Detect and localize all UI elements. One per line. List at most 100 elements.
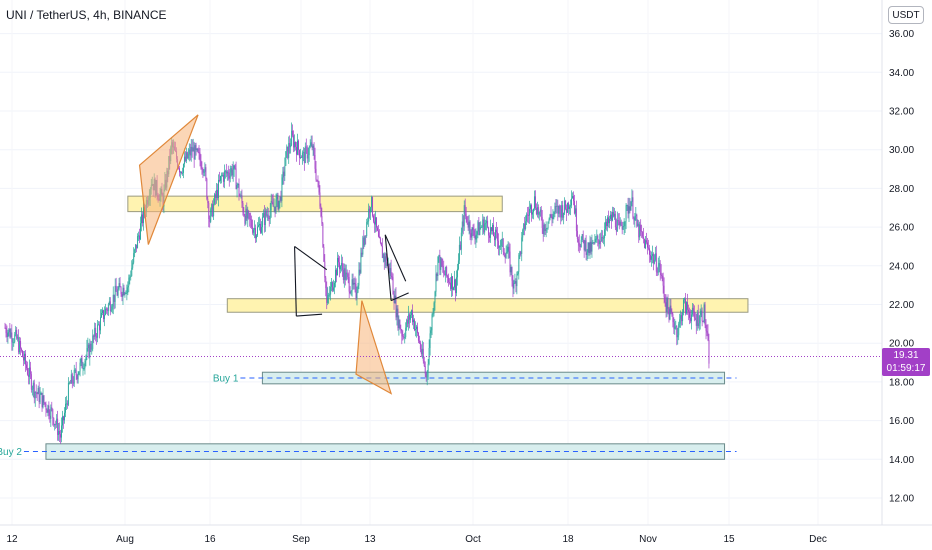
candle-body xyxy=(562,205,564,218)
candle-body xyxy=(366,222,368,237)
candle-body xyxy=(297,140,298,155)
candle-body xyxy=(123,287,125,295)
y-tick-label: 14.00 xyxy=(889,455,914,466)
candle-body xyxy=(335,269,336,283)
pattern-triangle xyxy=(355,300,393,395)
candle-body xyxy=(360,252,362,273)
candle-body xyxy=(497,240,499,248)
candle-body xyxy=(513,283,515,289)
candle-body xyxy=(43,395,45,403)
candle-body xyxy=(597,235,599,240)
candle-body xyxy=(124,293,126,295)
candle-body xyxy=(26,368,28,375)
candle-body xyxy=(468,221,470,228)
candle-body xyxy=(267,214,269,218)
candle-body xyxy=(52,409,54,418)
candle-body xyxy=(417,332,419,341)
candle-body xyxy=(303,152,305,164)
candle-body xyxy=(586,252,588,256)
candle-body xyxy=(291,130,293,146)
resistance-zone xyxy=(127,195,503,213)
y-tick-label: 12.00 xyxy=(889,494,914,505)
candle-body xyxy=(589,241,591,254)
candle-body xyxy=(391,275,393,278)
candle-body xyxy=(118,283,120,290)
candle-body xyxy=(240,195,242,197)
candle-body xyxy=(271,201,273,203)
candle-body xyxy=(280,196,282,201)
candle-body xyxy=(260,227,262,233)
candle-body xyxy=(688,309,689,312)
candle-body xyxy=(399,319,401,330)
candle-body xyxy=(76,375,78,380)
candle-body xyxy=(472,227,474,231)
candle-body xyxy=(611,212,613,221)
candle-body xyxy=(377,230,379,237)
candle-body xyxy=(595,238,597,240)
candle-body xyxy=(269,210,271,220)
candle-body xyxy=(705,324,707,331)
candle-body xyxy=(102,310,103,313)
candle-body xyxy=(323,246,325,262)
candle-body xyxy=(6,333,8,337)
candle-body xyxy=(687,302,688,310)
x-tick-label: 12 xyxy=(6,534,18,545)
pattern-triangle xyxy=(138,114,199,245)
candle-body xyxy=(689,311,690,318)
candle-body xyxy=(409,314,411,320)
candle-body xyxy=(460,232,462,250)
candle-body xyxy=(482,219,484,227)
candle-body xyxy=(4,327,6,329)
candle-body xyxy=(538,212,540,215)
candle-body xyxy=(122,287,124,297)
candle-body xyxy=(344,268,346,280)
candle-body xyxy=(263,213,265,225)
candle-body xyxy=(640,224,642,232)
candle-body xyxy=(573,201,575,214)
candle-body xyxy=(517,271,519,274)
candle-body xyxy=(610,214,611,219)
candle-body xyxy=(433,302,435,314)
candle-body xyxy=(422,348,424,362)
candle-body xyxy=(201,168,203,170)
candle-body xyxy=(229,172,231,179)
candle-body xyxy=(93,335,95,337)
candle-body xyxy=(71,374,73,383)
patterns xyxy=(138,114,409,395)
candle-body xyxy=(314,155,316,169)
candle-body xyxy=(96,336,98,338)
candle-body xyxy=(350,291,352,294)
candle-body xyxy=(213,203,215,217)
candle-body xyxy=(655,253,657,272)
candle-body xyxy=(103,310,104,320)
candle-body xyxy=(506,252,508,254)
candle-body xyxy=(564,200,566,213)
candle-body xyxy=(370,207,372,213)
candle-body xyxy=(554,206,556,213)
candle-body xyxy=(540,209,542,218)
candle-body xyxy=(411,310,413,315)
candle-body xyxy=(478,222,480,235)
candle-body xyxy=(584,240,586,251)
candle-body xyxy=(541,217,543,228)
candle-body xyxy=(266,214,268,216)
candle-body xyxy=(606,221,608,227)
candle-body xyxy=(264,210,266,225)
candle-body xyxy=(616,220,618,232)
candle-body xyxy=(236,185,238,190)
candle-body xyxy=(680,315,682,320)
candle-body xyxy=(627,205,629,214)
candle-body xyxy=(548,219,550,222)
y-axis: 12.00 14.00 16.00 18.00 20.00 22.00 24.00 26.00… xyxy=(889,29,914,504)
candle-body xyxy=(234,165,236,169)
candle-body xyxy=(565,200,567,209)
candle-body xyxy=(461,221,463,233)
candle-body xyxy=(632,197,634,218)
candle-body xyxy=(568,202,569,210)
candle-body xyxy=(51,407,53,410)
candle-body xyxy=(371,197,373,208)
candle-body xyxy=(466,216,468,224)
currency-button[interactable]: USDT xyxy=(888,6,924,24)
candle-body xyxy=(207,198,209,204)
